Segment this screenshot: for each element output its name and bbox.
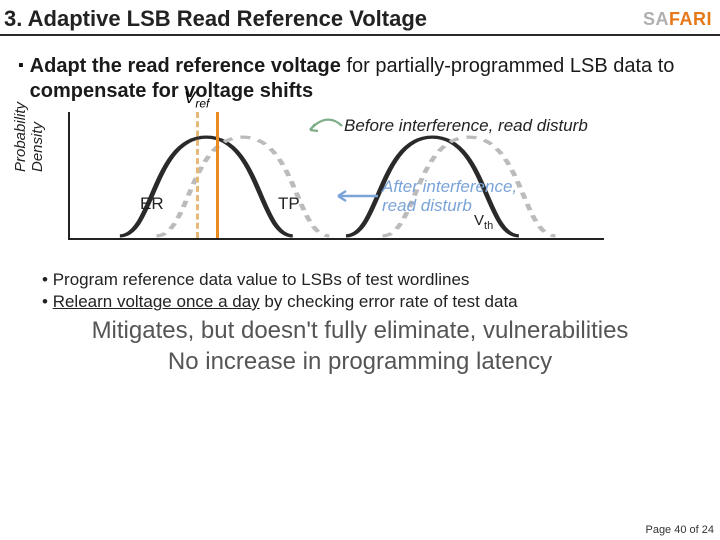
- after-label: After interference, read disturb: [382, 178, 517, 215]
- conclusion-block: Mitigates, but doesn't fully eliminate, …: [32, 316, 688, 377]
- after-l1: After interference,: [382, 177, 517, 196]
- conclusion-line1: Mitigates, but doesn't fully eliminate, …: [32, 316, 688, 347]
- sub2-ul: Relearn voltage once a day: [53, 292, 260, 311]
- main-bullet: ▪ Adapt the read reference voltage for p…: [18, 54, 702, 104]
- sub2-rest: by checking error rate of test data: [260, 292, 518, 311]
- after-l2: read disturb: [382, 196, 472, 215]
- sub-bullet-2: • Relearn voltage once a day by checking…: [42, 292, 702, 312]
- bullet-text: Adapt the read reference voltage for par…: [30, 54, 702, 104]
- bullet-seg2: for partially-programmed LSB data to: [341, 55, 675, 77]
- sub-bullets: • Program reference data value to LSBs o…: [42, 270, 702, 312]
- before-label: Before interference, read disturb: [344, 116, 588, 136]
- conclusion-line2: No increase in programming latency: [32, 347, 688, 378]
- bullet-seg1: Adapt the read reference voltage: [30, 55, 341, 77]
- logo-fari: FARI: [669, 9, 712, 29]
- slide-title: 3. Adaptive LSB Read Reference Voltage: [4, 6, 427, 32]
- logo-sa: SA: [643, 9, 669, 29]
- safari-logo: SAFARI: [643, 9, 712, 30]
- page-footer: Page 40 of 24: [645, 524, 714, 536]
- vth-label: Vth: [474, 212, 493, 232]
- sub1-text: Program reference data value to LSBs of …: [53, 270, 470, 289]
- x-axis: [68, 238, 604, 240]
- slide-body: ▪ Adapt the read reference voltage for p…: [0, 36, 720, 377]
- vref-dashed-line: [196, 112, 199, 238]
- sub-bullet-1: • Program reference data value to LSBs o…: [42, 270, 702, 290]
- bullet-square-icon: ▪: [18, 54, 24, 78]
- arrow-before-icon: [304, 114, 344, 138]
- vref-solid-line: [216, 112, 219, 238]
- voltage-diagram: Probability Density Vref ER TP Before in…: [44, 108, 604, 248]
- bullet-seg3: compensate for voltage shifts: [30, 80, 313, 102]
- peak-tp-label: TP: [278, 194, 300, 214]
- arrow-after-icon: [332, 186, 380, 206]
- vref-label: Vref: [184, 88, 209, 110]
- y-axis-label: Probability Density: [12, 102, 46, 172]
- peak-er-label: ER: [140, 194, 164, 214]
- slide-header: 3. Adaptive LSB Read Reference Voltage S…: [0, 0, 720, 36]
